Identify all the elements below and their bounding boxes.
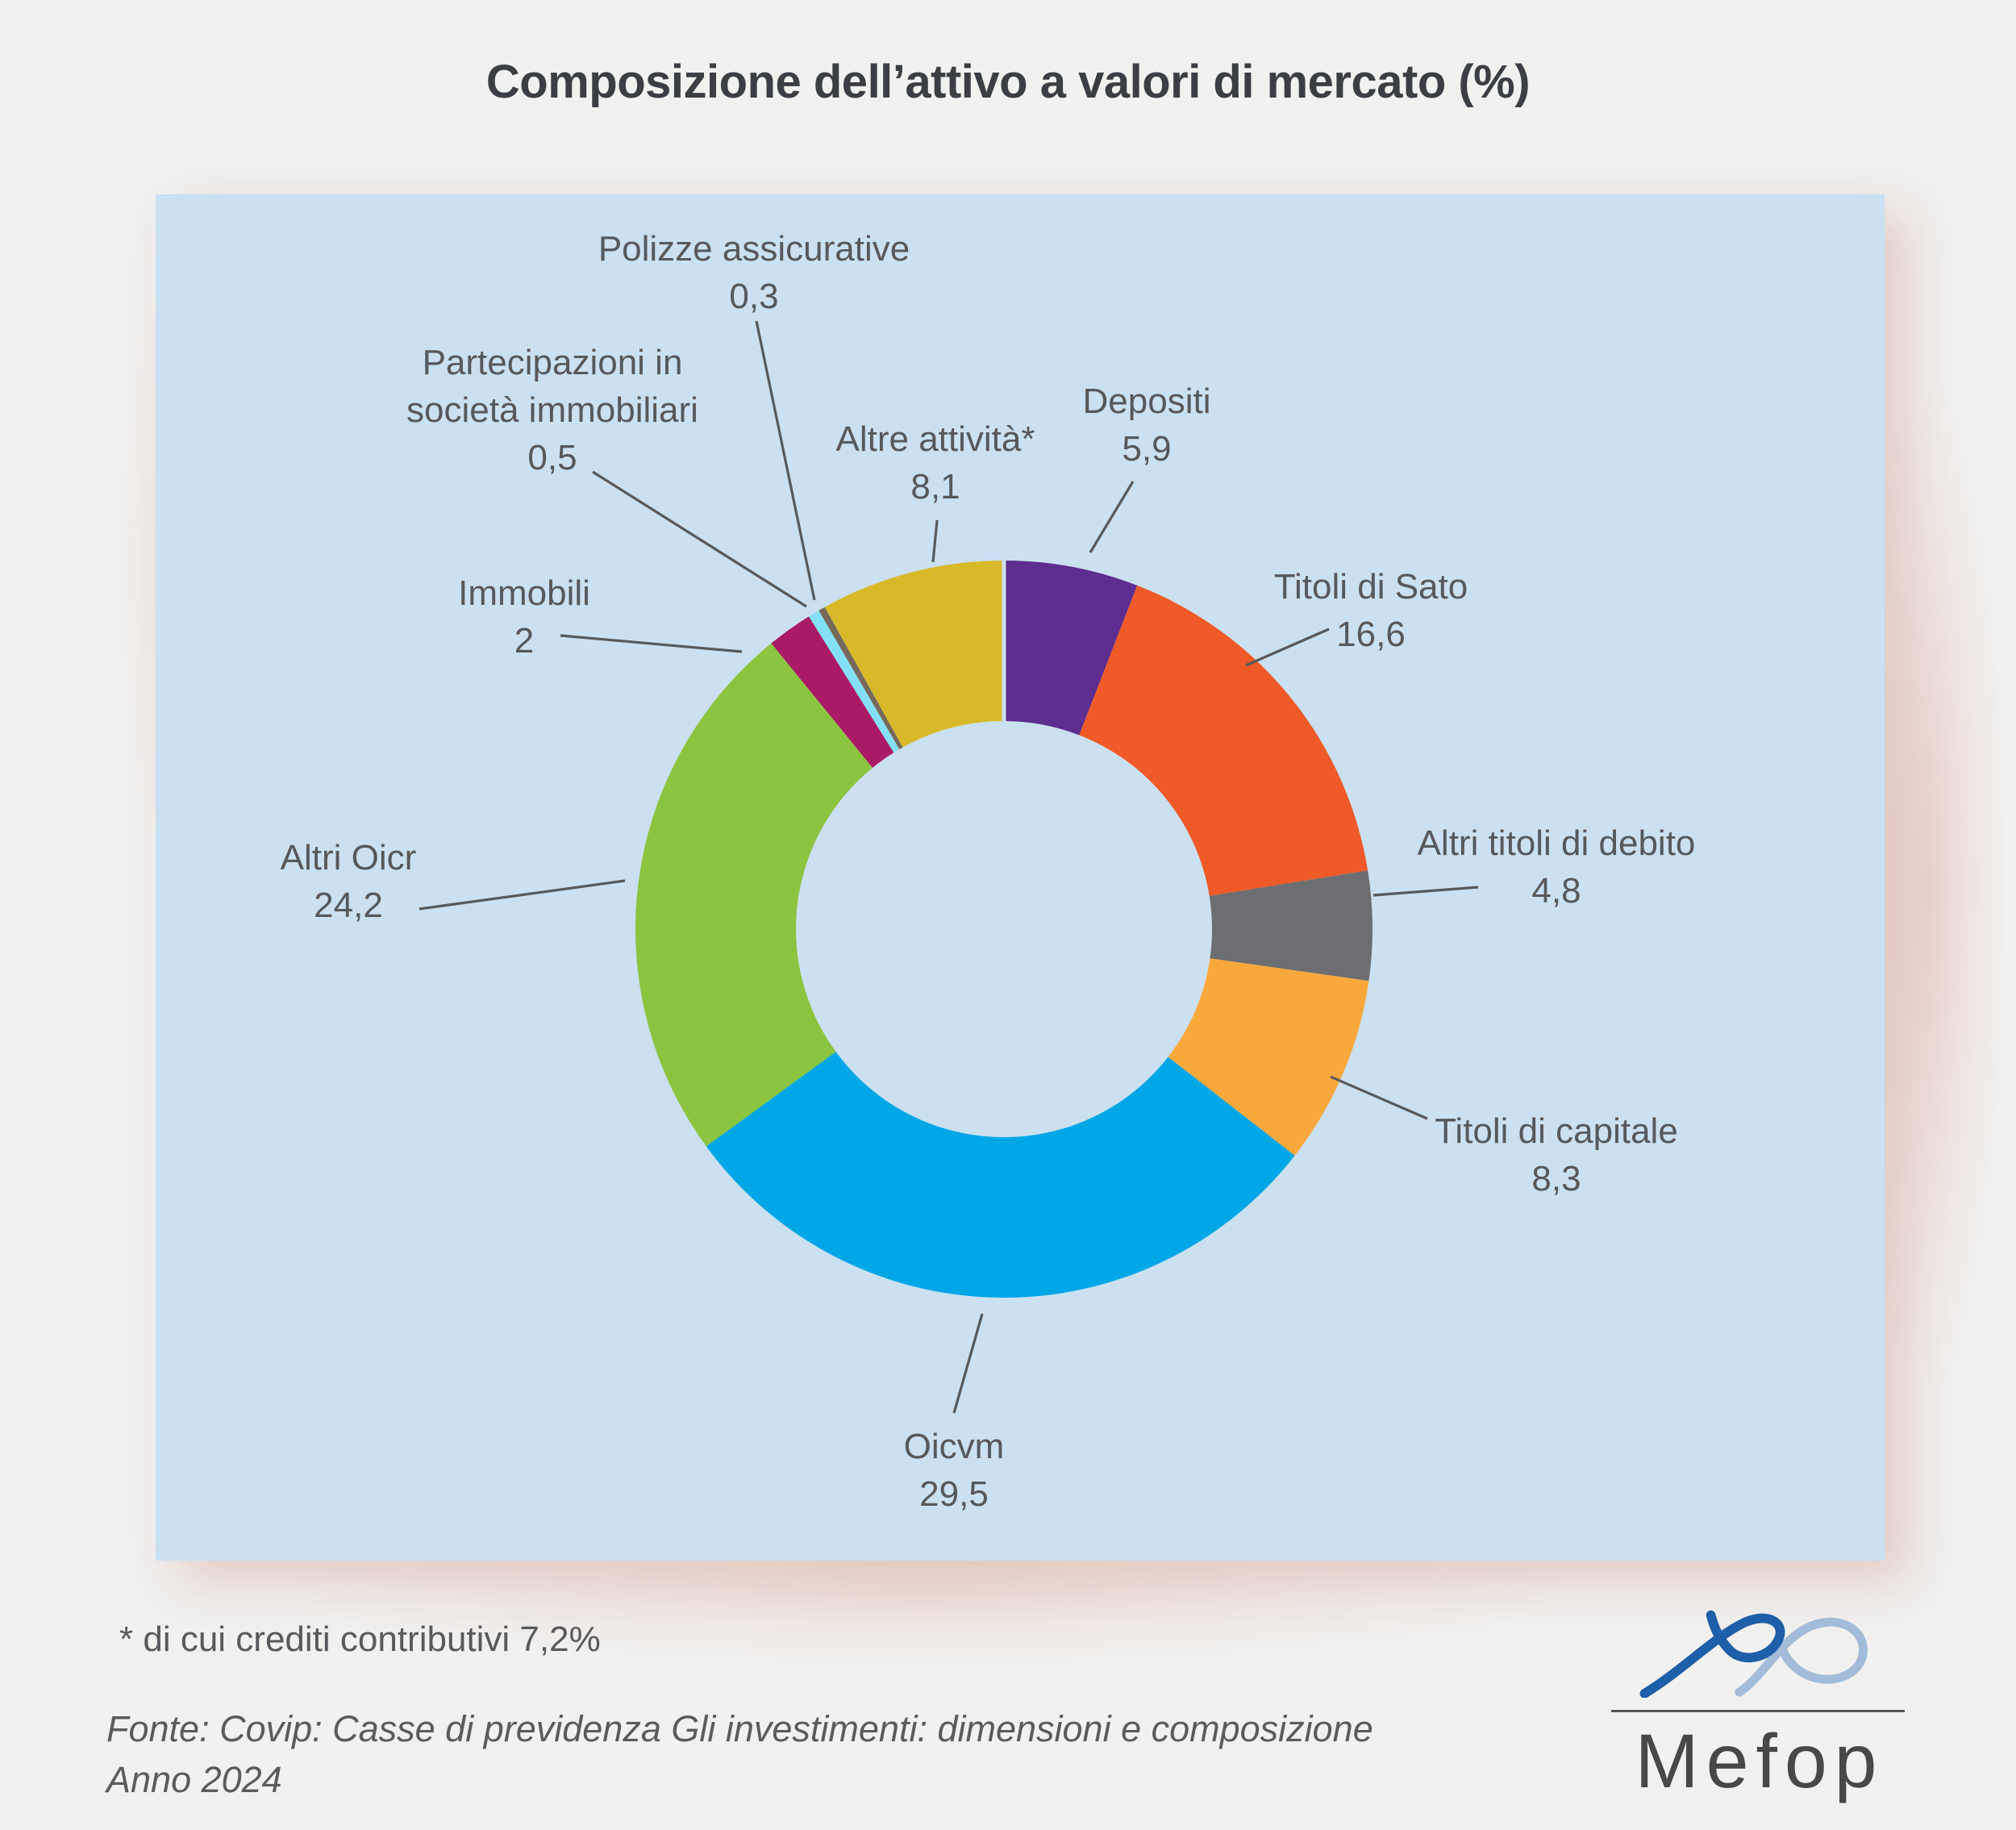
slice-label-partecipazioni-in-societ-immobiliari: Partecipazioni in società immobiliari 0,5 <box>406 343 698 477</box>
slice-label-oicvm: Oicvm 29,5 <box>904 1427 1005 1514</box>
donut-slice-depositi <box>1004 561 1138 736</box>
donut-slice-immobili <box>771 616 894 768</box>
slice-label-altre-attivit: Altre attività* 8,1 <box>836 419 1035 506</box>
leader-line-titoli-di-capitale <box>1330 1075 1428 1120</box>
leader-line-altri-oicr <box>419 879 626 911</box>
leader-line-oicvm <box>952 1313 984 1414</box>
leader-line-altre-attivit <box>931 519 939 563</box>
leader-line-partecipazioni-in-societ-immobiliari <box>592 470 807 608</box>
donut-slice-altri-oicr <box>635 643 873 1147</box>
donut-slice-titoli-di-sato <box>1079 585 1368 896</box>
logo-swoosh-icon <box>1639 1610 1868 1698</box>
slice-label-depositi: Depositi 5,9 <box>1083 381 1211 469</box>
donut-slice-altri-titoli-di-debito <box>1209 870 1372 982</box>
chart-title: Composizione dell’attivo a valori di mer… <box>485 56 1531 108</box>
slice-label-polizze-assicurative: Polizze assicurative 0,3 <box>598 229 910 316</box>
source-line-2: Anno 2024 <box>106 1759 282 1800</box>
slice-label-titoli-di-sato: Titoli di Sato 16,6 <box>1274 567 1468 654</box>
source-line-1: Fonte: Covip: Casse di previdenza Gli in… <box>106 1708 1373 1749</box>
donut-slice-titoli-di-capitale <box>1168 958 1369 1156</box>
leader-line-altri-titoli-di-debito <box>1372 886 1479 897</box>
slice-label-immobili: Immobili 2 <box>458 573 590 661</box>
source-attribution: Fonte: Covip: Casse di previdenza Gli in… <box>106 1703 1373 1805</box>
leader-line-depositi <box>1089 481 1135 553</box>
donut-slice-partecipazioni-in-societ-immobiliari <box>808 610 900 753</box>
chart-panel <box>156 194 1885 1561</box>
donut-slice-oicvm <box>706 1052 1295 1298</box>
donut-slice-polizze-assicurative <box>818 607 903 749</box>
leader-line-polizze-assicurative <box>755 320 816 601</box>
logo-wordmark: Mefop <box>1635 1719 1885 1804</box>
mefop-logo: Mefop <box>1609 1605 1915 1815</box>
slice-label-titoli-di-capitale: Titoli di capitale 8,3 <box>1435 1111 1678 1198</box>
leader-line-immobili <box>560 634 743 653</box>
footnote: * di cui crediti contributivi 7,2% <box>119 1619 601 1659</box>
slice-label-altri-titoli-di-debito: Altri titoli di debito 4,8 <box>1418 823 1696 911</box>
slice-label-altri-oicr: Altri Oicr 24,2 <box>281 838 417 925</box>
logo-rule <box>1611 1710 1905 1712</box>
leader-line-titoli-di-sato <box>1245 627 1330 667</box>
donut-slice-altre-attivit <box>824 560 1004 748</box>
